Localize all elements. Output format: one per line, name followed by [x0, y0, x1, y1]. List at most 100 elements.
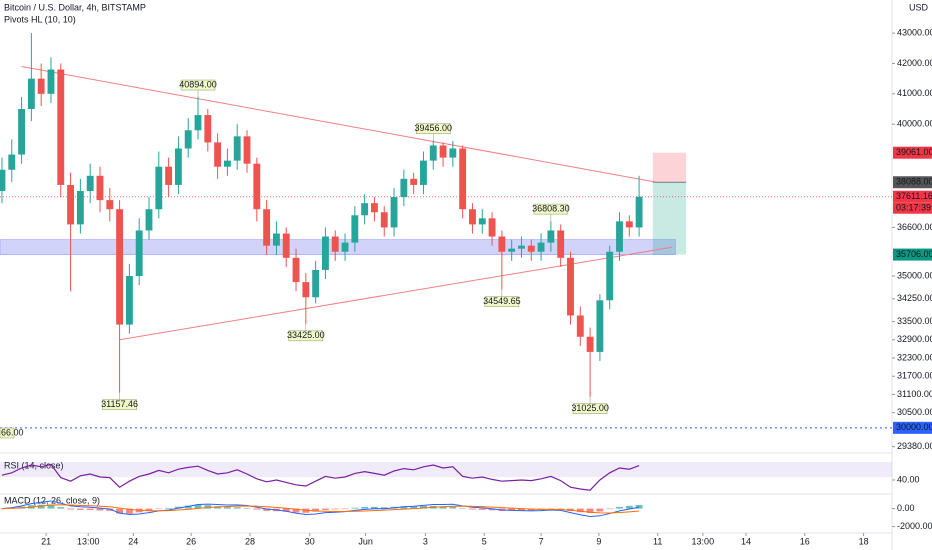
y-tick-label: 31100.00 — [897, 389, 932, 399]
candle-body — [243, 136, 251, 164]
macd-histogram-bar — [165, 507, 173, 509]
y-tick-label: 40000.00 — [897, 119, 932, 129]
pivot-label: 66.00 — [1, 427, 24, 437]
macd-histogram-bar — [635, 504, 643, 509]
macd-histogram-bar — [243, 508, 251, 509]
pivot-box — [533, 203, 569, 215]
candle-body — [194, 115, 202, 131]
y-tick-label: 34250.00 — [897, 293, 932, 303]
macd-histogram-bar — [459, 508, 467, 509]
y-tick-label: 29380.00 — [897, 441, 932, 451]
candle-body — [341, 242, 349, 252]
y-tick-label: 31700.00 — [897, 371, 932, 381]
price-badge-label: 38088.00 — [896, 177, 932, 187]
macd-histogram-bar — [204, 505, 212, 509]
pivot-box — [0, 427, 15, 439]
macd-histogram-bar — [625, 505, 633, 509]
x-tick-label: 30 — [305, 536, 315, 546]
pivot-box — [102, 399, 137, 410]
macd-histogram-bar — [116, 508, 124, 514]
macd-histogram-bar — [86, 508, 94, 511]
macd-histogram-bar — [47, 504, 55, 509]
candle-body — [204, 115, 212, 143]
macd-histogram-bar — [223, 507, 231, 509]
stop-zone — [652, 152, 687, 183]
candle-body — [498, 236, 506, 252]
macd-histogram-bar — [67, 508, 75, 510]
candle-body — [439, 145, 447, 158]
x-tick-label: 21 — [41, 536, 51, 546]
price-badge — [893, 176, 932, 189]
candle-body — [390, 197, 398, 228]
macd-histogram-bar — [606, 508, 614, 510]
y-tick-label: 0.00 — [897, 503, 915, 513]
pivot-label: 34549.65 — [483, 296, 521, 306]
price-badge — [893, 146, 932, 159]
candle-body — [116, 209, 124, 325]
x-tick-label: 24 — [128, 536, 138, 546]
macd-line — [1, 500, 640, 518]
macd-histogram-bar — [194, 504, 202, 509]
pivot-box — [484, 296, 520, 307]
macd-histogram-bar — [400, 506, 408, 509]
macd-histogram-bar — [449, 506, 457, 509]
macd-histogram-bar — [576, 508, 584, 513]
trendline — [119, 246, 673, 341]
candle-body — [282, 233, 290, 258]
macd-histogram-bar — [557, 508, 565, 510]
candle-body — [351, 215, 359, 243]
macd-label: MACD (12, 26, close, 9) — [4, 495, 100, 505]
candle-body — [420, 160, 427, 185]
candle-body — [361, 203, 369, 216]
pivot-label: 31157.46 — [101, 399, 138, 409]
signal-line — [1, 504, 640, 514]
candle-body — [635, 196, 643, 228]
candle-body — [312, 269, 320, 298]
countdown: 03:17:39 — [896, 203, 931, 213]
macd-histogram-bar — [586, 508, 594, 513]
macd-histogram-bar — [76, 508, 84, 510]
candle-body — [596, 300, 604, 352]
macd-histogram-bar — [292, 508, 300, 513]
macd-histogram-bar — [371, 506, 378, 509]
chart-title: Bitcoin / U.S. Dollar, 4h, BITSTAMP — [4, 2, 146, 12]
rsi-band — [0, 462, 892, 477]
candle-body — [537, 242, 545, 252]
candle-body — [625, 221, 633, 228]
candle-body — [508, 248, 516, 252]
pivot-label: 39456.00 — [414, 123, 452, 133]
candle-body — [459, 148, 467, 210]
macd-histogram-bar — [184, 505, 192, 509]
macd-histogram-bar — [410, 506, 418, 509]
pivot-label: 40894.00 — [179, 79, 217, 89]
macd-histogram-bar — [380, 507, 388, 509]
price-badge — [893, 248, 932, 261]
y-tick-label: 35000.00 — [897, 270, 932, 280]
pivot-label: 36808.30 — [532, 203, 570, 213]
candle-body — [547, 230, 555, 243]
macd-histogram-bar — [106, 508, 114, 511]
candle-body — [518, 245, 525, 249]
macd-histogram-bar — [253, 508, 261, 510]
candle-body — [27, 78, 35, 110]
macd-histogram-bar — [312, 508, 320, 512]
candle-body — [331, 236, 339, 252]
candle-body — [292, 257, 300, 283]
candle-body — [429, 145, 437, 161]
pivot-box — [180, 79, 216, 91]
candle-body — [606, 251, 614, 301]
macd-histogram-bar — [547, 508, 555, 510]
candle-body — [37, 78, 45, 94]
pivot-label: 31025.00 — [571, 403, 609, 413]
x-tick-label: 13:00 — [77, 536, 100, 546]
candle-body — [449, 148, 457, 158]
candle-body — [380, 212, 388, 228]
macd-histogram-bar — [96, 508, 104, 511]
price-badge-label: 35706.00 — [896, 249, 932, 259]
y-tick-label: 32900.00 — [897, 334, 932, 344]
candle-body — [96, 175, 104, 201]
macd-histogram-bar — [508, 508, 516, 511]
candle-body — [586, 336, 594, 352]
candle-body — [57, 69, 65, 185]
